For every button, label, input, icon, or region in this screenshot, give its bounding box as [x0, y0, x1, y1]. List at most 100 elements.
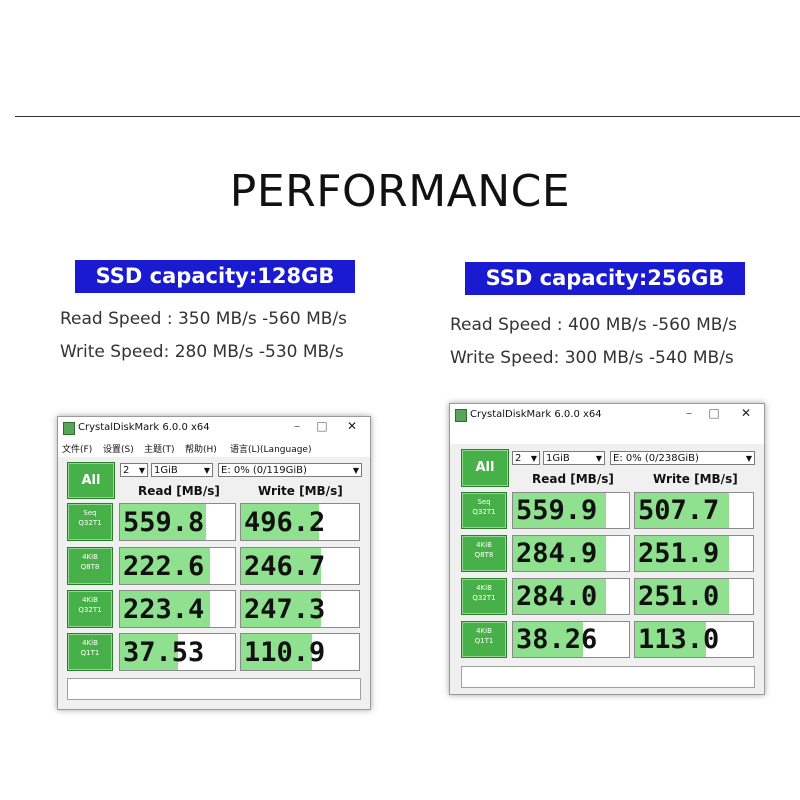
read-result-bar	[513, 579, 606, 614]
write-result-value: 113.0	[638, 624, 720, 655]
test-button-4kib-q1t1[interactable]: 4KiB Q1T1	[67, 633, 113, 671]
comment-field[interactable]	[67, 678, 361, 700]
menu-file[interactable]: 文件(F)	[62, 445, 93, 455]
test-label-line2: Q8T8	[80, 563, 100, 571]
test-button-4kib-q8t8[interactable]: 4KiB Q8T8	[67, 547, 113, 585]
read-result-value: 222.6	[123, 550, 205, 582]
write-result-cell: 251.9	[634, 535, 754, 572]
read-result-bar	[120, 548, 210, 584]
drive-select-value: E: 0% (0/238GiB)	[613, 453, 699, 464]
app-icon	[455, 409, 467, 422]
write-result-value: 110.9	[244, 636, 326, 668]
write-result-cell: 110.9	[240, 633, 360, 671]
read-result-bar	[120, 634, 178, 670]
read-result-cell: 284.0	[512, 578, 630, 615]
write-result-bar	[635, 493, 730, 528]
write-result-value: 496.2	[244, 506, 326, 538]
divider-line	[15, 116, 800, 117]
test-button-seq-q32t1[interactable]: Seq Q32T1	[67, 503, 113, 541]
minimize-icon[interactable]: –	[686, 406, 692, 420]
menu-language[interactable]: 语言(L)(Language)	[230, 445, 312, 455]
test-button-4kib-q8t8[interactable]: 4KiB Q8T8	[461, 535, 507, 572]
write-speed-256gb: Write Speed: 300 MB/s -540 MB/s	[450, 348, 734, 368]
app-icon	[63, 422, 75, 435]
window-title: CrystalDiskMark 6.0.0 x64	[78, 422, 210, 433]
test-button-4kib-q32t1[interactable]: 4KiB Q32T1	[461, 578, 507, 615]
chevron-down-icon: ▼	[352, 466, 359, 475]
drive-select[interactable]: E: 0% (0/238GiB) ▼	[610, 451, 755, 465]
write-result-value: 247.3	[244, 593, 326, 625]
read-result-cell: 559.9	[512, 492, 630, 529]
all-button[interactable]: All	[461, 449, 509, 487]
write-result-bar	[241, 634, 312, 670]
chevron-down-icon: ▼	[138, 466, 145, 475]
write-result-value: 251.0	[638, 581, 720, 612]
read-column-header: Read [MB/s]	[532, 472, 614, 486]
write-result-cell: 247.3	[240, 590, 360, 628]
read-result-cell: 222.6	[119, 547, 236, 585]
test-label-line1: 4KiB	[82, 596, 98, 604]
test-label-line1: 4KiB	[82, 553, 98, 561]
write-result-cell: 507.7	[634, 492, 754, 529]
test-button-4kib-q1t1[interactable]: 4KiB Q1T1	[461, 621, 507, 658]
read-result-value: 284.0	[516, 581, 598, 612]
menu-theme[interactable]: 主题(T)	[144, 445, 175, 455]
test-button-seq-q32t1[interactable]: Seq Q32T1	[461, 492, 507, 529]
count-select[interactable]: 2 ▼	[120, 463, 148, 477]
count-select-value: 2	[515, 453, 522, 464]
comment-field[interactable]	[461, 666, 755, 688]
menu-bar: 文件(F) 设置(S) 主题(T) 帮助(H) 语言(L)(Language)	[58, 439, 370, 457]
menu-settings[interactable]: 设置(S)	[103, 445, 134, 455]
maximize-icon[interactable]: □	[316, 419, 328, 433]
all-button[interactable]: All	[67, 462, 115, 499]
page-title: PERFORMANCE	[229, 166, 571, 217]
read-result-value: 37.53	[123, 636, 205, 668]
read-result-value: 559.9	[516, 495, 598, 526]
write-result-bar	[635, 579, 730, 614]
write-result-cell: 113.0	[634, 621, 754, 658]
read-result-bar	[513, 622, 583, 657]
test-label-line2: Q32T1	[78, 606, 102, 614]
title-bar: CrystalDiskMark 6.0.0 x64 – □ ✕	[450, 404, 764, 426]
write-result-bar	[635, 536, 730, 571]
count-select[interactable]: 2 ▼	[512, 451, 540, 465]
test-button-4kib-q32t1[interactable]: 4KiB Q32T1	[67, 590, 113, 628]
crystaldiskmark-window-128gb: CrystalDiskMark 6.0.0 x64 – □ ✕ 文件(F) 设置…	[57, 416, 371, 710]
menu-help[interactable]: 帮助(H)	[185, 445, 217, 455]
read-result-bar	[513, 493, 606, 528]
write-column-header: Write [MB/s]	[653, 472, 738, 486]
test-label-line2: Q32T1	[472, 508, 496, 516]
read-result-cell: 559.8	[119, 503, 236, 541]
close-icon[interactable]: ✕	[346, 419, 358, 433]
read-result-cell: 38.26	[512, 621, 630, 658]
chevron-down-icon: ▼	[745, 454, 752, 463]
read-speed-128gb: Read Speed : 350 MB/s -560 MB/s	[60, 309, 348, 329]
test-label-line2: Q32T1	[78, 519, 102, 527]
size-select-value: 1GiB	[154, 465, 178, 476]
read-result-cell: 223.4	[119, 590, 236, 628]
test-label-line2: Q1T1	[80, 649, 100, 657]
close-icon[interactable]: ✕	[740, 406, 752, 420]
write-speed-128gb: Write Speed: 280 MB/s -530 MB/s	[60, 342, 344, 362]
test-label-line1: 4KiB	[476, 541, 492, 549]
window-title: CrystalDiskMark 6.0.0 x64	[470, 409, 602, 420]
read-result-value: 38.26	[516, 624, 598, 655]
write-result-value: 251.9	[638, 538, 720, 569]
size-select-value: 1GiB	[546, 453, 570, 464]
test-label-line1: 4KiB	[476, 584, 492, 592]
capacity-badge-256gb: SSD capacity:256GB	[465, 262, 745, 295]
test-label-line2: Q1T1	[474, 637, 494, 645]
maximize-icon[interactable]: □	[708, 406, 720, 420]
read-result-cell: 284.9	[512, 535, 630, 572]
write-result-bar	[241, 504, 319, 540]
read-result-bar	[120, 504, 207, 540]
size-select[interactable]: 1GiB ▼	[151, 463, 213, 477]
read-result-value: 559.8	[123, 506, 205, 538]
write-result-value: 507.7	[638, 495, 720, 526]
drive-select[interactable]: E: 0% (0/119GiB) ▼	[218, 463, 362, 477]
test-label-line1: Seq	[83, 509, 97, 517]
minimize-icon[interactable]: –	[294, 419, 300, 433]
size-select[interactable]: 1GiB ▼	[543, 451, 605, 465]
write-result-bar	[635, 622, 706, 657]
write-result-bar	[241, 591, 322, 627]
